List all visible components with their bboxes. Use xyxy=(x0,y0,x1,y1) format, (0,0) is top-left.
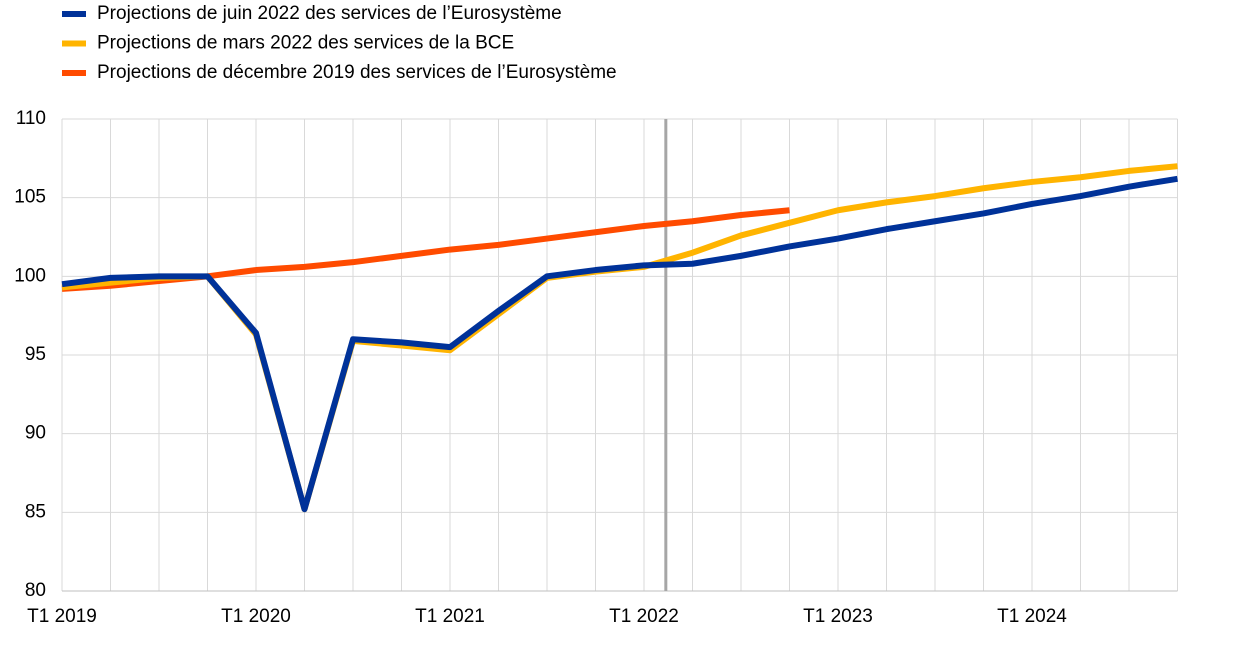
y-tick-label: 110 xyxy=(16,108,46,129)
y-tick-label: 95 xyxy=(25,344,46,365)
x-tick-label: T1 2022 xyxy=(609,606,679,627)
x-tick-label: T1 2023 xyxy=(803,606,873,627)
y-tick-label: 105 xyxy=(14,187,46,208)
y-tick-label: 80 xyxy=(25,580,46,601)
series-line xyxy=(61,163,1178,513)
legend-label: Projections de juin 2022 des services de… xyxy=(97,3,562,24)
legend-label: Projections de décembre 2019 des service… xyxy=(97,62,617,83)
y-tick-label: 85 xyxy=(25,501,46,522)
x-tick-label: T1 2020 xyxy=(221,606,291,627)
legend-label: Projections de mars 2022 des services de… xyxy=(97,33,514,54)
y-tick-label: 90 xyxy=(25,423,46,444)
y-tick-label: 100 xyxy=(14,265,46,286)
x-tick-label: T1 2021 xyxy=(415,606,485,627)
series-line xyxy=(61,175,1178,513)
x-tick-label: T1 2024 xyxy=(997,606,1067,627)
x-tick-label: T1 2019 xyxy=(27,606,97,627)
